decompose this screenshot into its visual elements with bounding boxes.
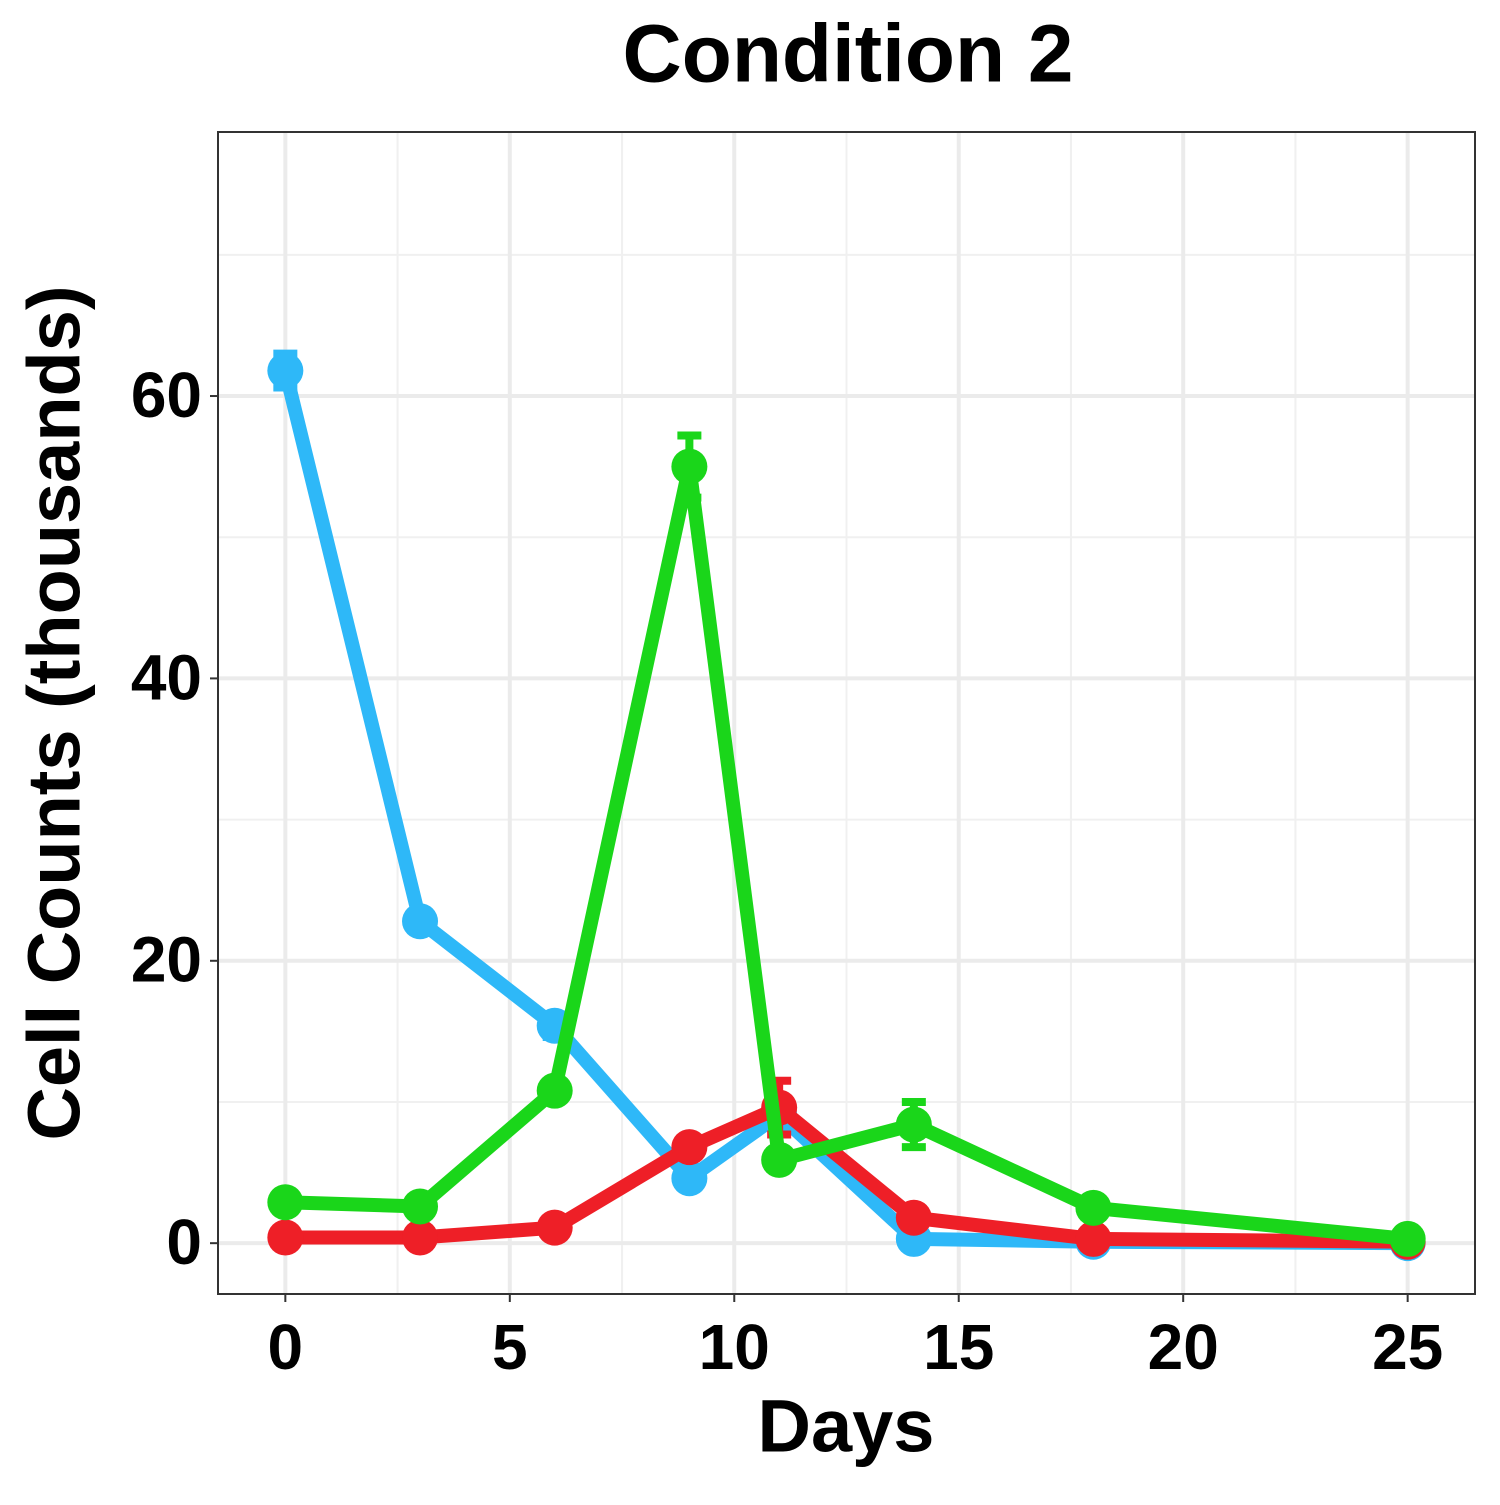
data-point: [895, 1106, 932, 1143]
series-line: [285, 459, 1409, 1246]
data-point: [402, 1188, 439, 1225]
x-tick-label: 25: [1372, 1311, 1443, 1383]
x-tick-label: 5: [492, 1311, 528, 1383]
chart-title: Condition 2: [623, 9, 1074, 100]
data-point: [671, 1160, 708, 1197]
x-tick-label: 15: [923, 1311, 994, 1383]
data-point: [1389, 1220, 1426, 1257]
data-point: [671, 1129, 708, 1166]
x-axis-title: Days: [758, 1385, 935, 1468]
x-tick-label: 20: [1148, 1311, 1219, 1383]
data-point: [267, 1219, 304, 1256]
x-tick-label: 0: [268, 1311, 304, 1383]
data-point: [1075, 1189, 1112, 1226]
data-point: [402, 1219, 439, 1256]
data-point: [536, 1209, 573, 1246]
series-line: [285, 1100, 1408, 1249]
y-tick-label: 60: [131, 359, 202, 431]
y-axis-title: Cell Counts (thousands): [13, 285, 96, 1140]
data-point: [267, 352, 304, 389]
data-point: [671, 448, 708, 485]
data-point: [895, 1199, 932, 1236]
data-point: [536, 1072, 573, 1109]
y-tick-label: 40: [131, 641, 202, 713]
data-point: [267, 1184, 304, 1221]
y-tick-label: 0: [166, 1206, 202, 1278]
y-tick-label: 20: [131, 924, 202, 996]
x-tick-label: 10: [699, 1311, 770, 1383]
plot-border: [217, 131, 1476, 1295]
data-point: [761, 1141, 798, 1178]
data-point: [402, 903, 439, 940]
data-point: [1075, 1220, 1112, 1257]
